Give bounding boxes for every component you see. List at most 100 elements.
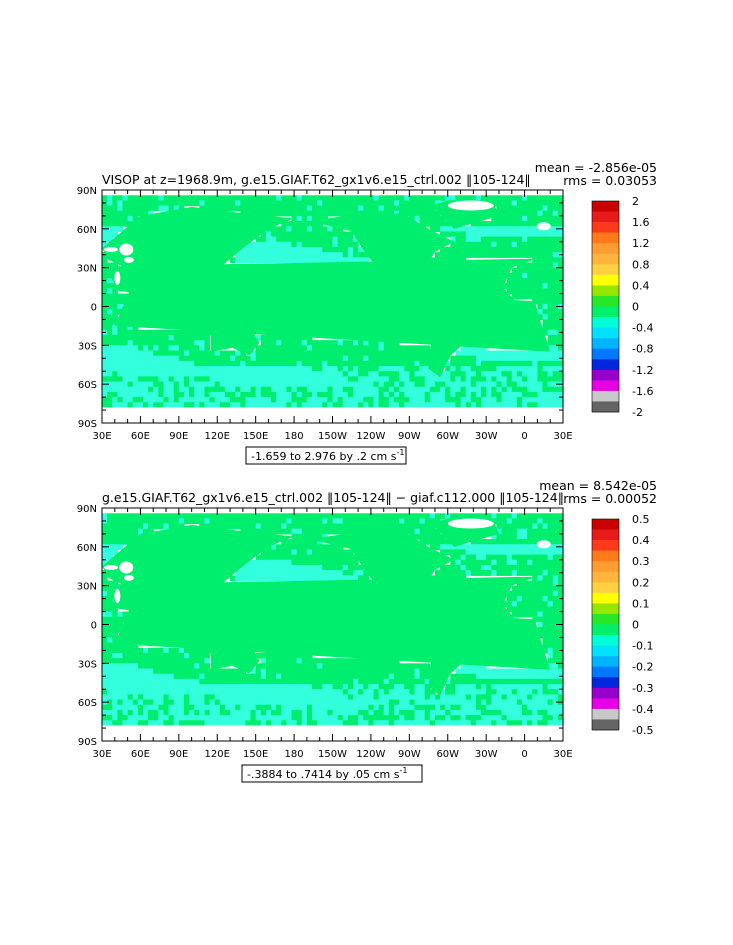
field-cell [312, 360, 318, 367]
field-cell [327, 205, 334, 212]
field-cell [363, 252, 369, 258]
field-cell [337, 678, 344, 685]
field-cell [522, 544, 528, 551]
field-cell [142, 704, 149, 711]
field-cell [342, 397, 349, 403]
field-cell [317, 549, 323, 556]
field-cell [511, 288, 518, 295]
field-cell [286, 704, 293, 711]
field-cell [465, 694, 472, 701]
field-cell [516, 262, 523, 269]
field-cell [347, 715, 354, 721]
field-cell [424, 715, 431, 721]
field-cell [532, 221, 538, 227]
field-cell [112, 647, 118, 654]
field-cell [112, 632, 118, 639]
field-cell [102, 559, 108, 566]
field-cell [332, 340, 339, 346]
field-cell [306, 523, 313, 530]
field-cell [547, 544, 554, 551]
field-cell [532, 559, 538, 566]
field-cell [440, 564, 446, 571]
field-cell [522, 195, 528, 201]
field-cell [317, 360, 323, 367]
field-cell [148, 694, 154, 701]
field-cell [332, 554, 339, 561]
field-cell [532, 580, 538, 587]
field-cell [142, 329, 149, 336]
field-cell [306, 709, 313, 716]
field-cell [532, 575, 538, 582]
field-cell [245, 355, 252, 362]
field-cell [445, 371, 451, 377]
field-cell [547, 205, 554, 212]
field-cell [552, 205, 559, 212]
field-cell [168, 366, 175, 372]
field-cell [142, 678, 149, 685]
field-cell [240, 720, 247, 727]
field-cell [117, 210, 124, 217]
field-cell [532, 195, 538, 201]
field-cell [542, 309, 549, 315]
field-cell [117, 195, 124, 201]
field-cell [522, 366, 528, 372]
field-cell [522, 226, 528, 233]
field-cell [337, 340, 344, 346]
field-cell [219, 518, 226, 525]
field-cell [312, 391, 318, 398]
field-cell [337, 704, 344, 711]
field-cell [296, 334, 303, 341]
land-mass [210, 322, 260, 356]
field-cell [158, 350, 165, 357]
field-cell [414, 360, 421, 367]
field-cell [265, 575, 272, 582]
field-cell [178, 350, 185, 357]
field-cell [112, 616, 118, 623]
field-cell [240, 360, 247, 367]
field-cell [327, 549, 334, 556]
field-cell [532, 205, 538, 212]
field-cell [122, 340, 129, 346]
field-cell [501, 231, 508, 238]
field-cell [342, 371, 349, 377]
field-cell [137, 663, 144, 670]
field-cell [286, 195, 293, 201]
field-cell [117, 200, 124, 207]
field-cell [522, 554, 528, 561]
field-cell [158, 366, 165, 372]
field-cell [552, 709, 559, 716]
field-cell [537, 397, 544, 403]
field-cell [460, 704, 467, 711]
field-cell [107, 402, 113, 409]
field-cell [332, 575, 339, 582]
field-cell [506, 678, 513, 685]
field-cell [332, 663, 339, 670]
field-cell [260, 709, 267, 716]
field-cell [260, 210, 267, 217]
field-cell [296, 397, 303, 403]
field-cell [286, 236, 293, 243]
field-cell [168, 329, 175, 336]
field-cell [327, 658, 334, 664]
field-cell [552, 236, 559, 243]
field-cell [337, 381, 344, 388]
field-cell [327, 689, 334, 695]
field-cell [542, 360, 549, 367]
field-cell [475, 709, 482, 716]
field-cell [153, 371, 159, 377]
field-cell [286, 549, 293, 556]
field-cell [475, 221, 482, 227]
field-cell [189, 402, 195, 409]
field-cell [522, 689, 528, 695]
field-cell [189, 391, 195, 398]
field-cell [173, 334, 180, 341]
colorbar-swatch [592, 274, 619, 286]
field-cell [296, 673, 303, 680]
field-cell [481, 246, 487, 253]
field-cell [142, 523, 149, 530]
field-cell [286, 564, 293, 571]
field-cell [240, 523, 247, 530]
field-cell [352, 564, 359, 571]
field-cell [153, 376, 159, 383]
field-cell [342, 241, 349, 248]
